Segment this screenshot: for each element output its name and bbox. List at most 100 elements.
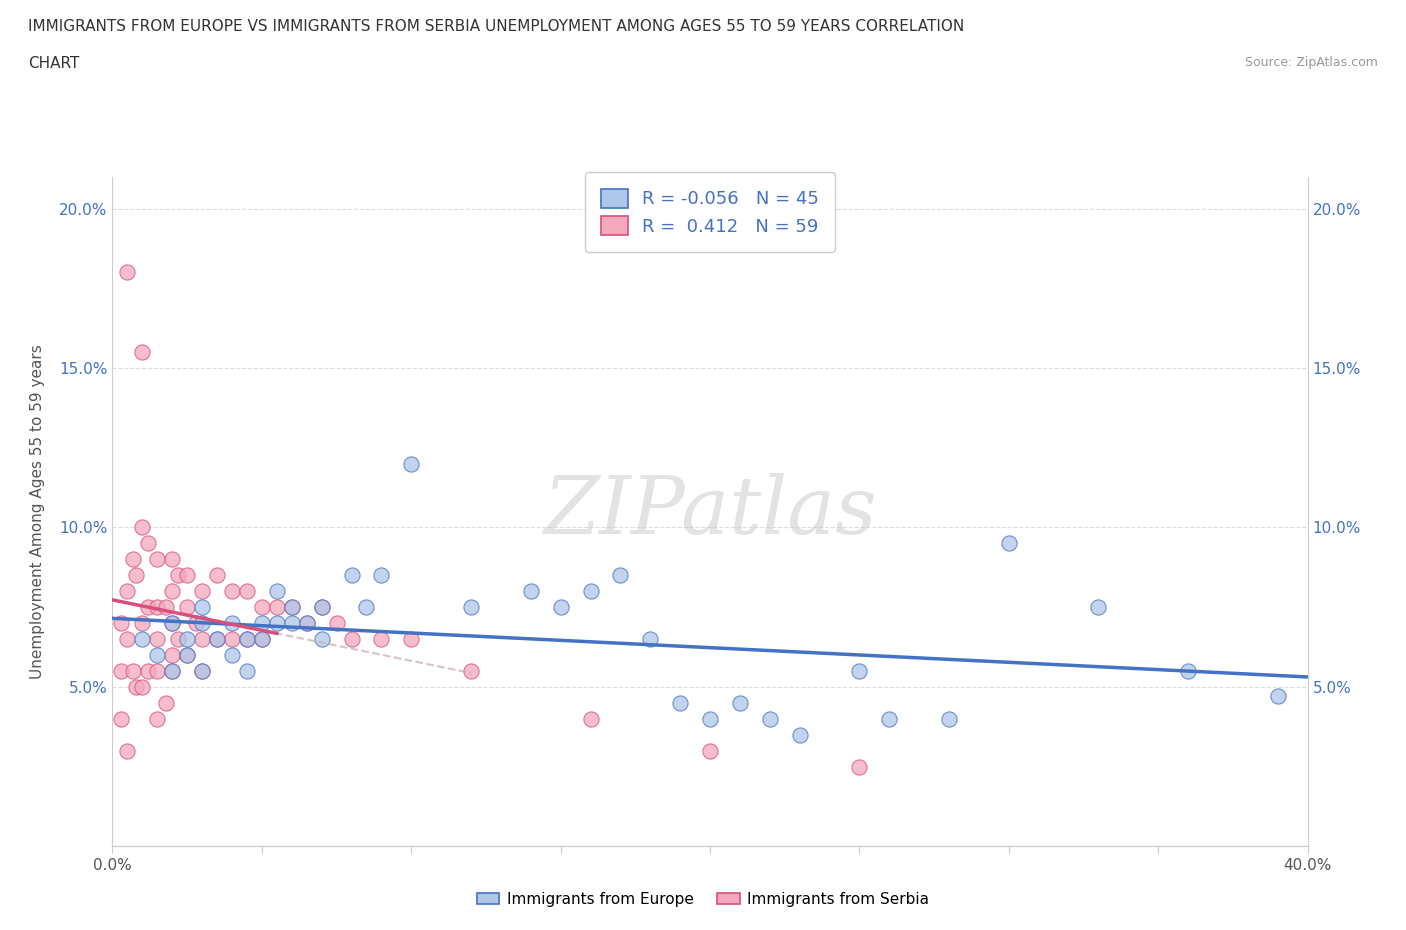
Point — [138, 663, 160, 678]
Point — [146, 631, 169, 646]
Point — [789, 727, 811, 742]
Point — [938, 711, 960, 726]
Point — [250, 600, 273, 615]
Point — [281, 616, 304, 631]
Point — [117, 265, 139, 280]
Point — [311, 600, 333, 615]
Point — [221, 616, 243, 631]
Point — [146, 551, 169, 566]
Text: IMMIGRANTS FROM EUROPE VS IMMIGRANTS FROM SERBIA UNEMPLOYMENT AMONG AGES 55 TO 5: IMMIGRANTS FROM EUROPE VS IMMIGRANTS FRO… — [28, 19, 965, 33]
Point — [759, 711, 782, 726]
Point — [221, 631, 243, 646]
Point — [122, 663, 145, 678]
Point — [250, 616, 273, 631]
Point — [266, 600, 288, 615]
Point — [205, 631, 228, 646]
Point — [266, 584, 288, 599]
Legend: R = -0.056   N = 45, R =  0.412   N = 59: R = -0.056 N = 45, R = 0.412 N = 59 — [585, 172, 835, 252]
Point — [1267, 689, 1289, 704]
Point — [162, 584, 183, 599]
Point — [146, 711, 169, 726]
Point — [460, 663, 482, 678]
Point — [609, 568, 631, 583]
Point — [191, 663, 214, 678]
Point — [579, 711, 602, 726]
Point — [848, 759, 870, 774]
Point — [340, 568, 363, 583]
Point — [131, 616, 153, 631]
Point — [176, 568, 198, 583]
Point — [281, 600, 304, 615]
Point — [699, 711, 721, 726]
Point — [520, 584, 543, 599]
Point — [155, 696, 177, 711]
Legend: Immigrants from Europe, Immigrants from Serbia: Immigrants from Europe, Immigrants from … — [471, 886, 935, 913]
Point — [205, 631, 228, 646]
Text: CHART: CHART — [28, 56, 80, 71]
Point — [401, 457, 423, 472]
Point — [205, 568, 228, 583]
Point — [311, 600, 333, 615]
Point — [110, 711, 132, 726]
Point — [110, 663, 132, 678]
Point — [146, 600, 169, 615]
Point — [117, 743, 139, 758]
Point — [579, 584, 602, 599]
Point — [460, 600, 482, 615]
Point — [340, 631, 363, 646]
Point — [131, 345, 153, 360]
Point — [191, 584, 214, 599]
Point — [138, 536, 160, 551]
Point — [669, 696, 692, 711]
Point — [236, 631, 259, 646]
Point — [117, 631, 139, 646]
Point — [266, 616, 288, 631]
Point — [176, 647, 198, 662]
Point — [176, 600, 198, 615]
Point — [191, 616, 214, 631]
Point — [998, 536, 1021, 551]
Point — [162, 616, 183, 631]
Point — [155, 600, 177, 615]
Point — [162, 663, 183, 678]
Point — [236, 663, 259, 678]
Point — [221, 647, 243, 662]
Point — [176, 647, 198, 662]
Point — [1177, 663, 1199, 678]
Point — [162, 663, 183, 678]
Y-axis label: Unemployment Among Ages 55 to 59 years: Unemployment Among Ages 55 to 59 years — [31, 344, 45, 679]
Point — [162, 616, 183, 631]
Point — [167, 568, 190, 583]
Point — [311, 631, 333, 646]
Point — [162, 647, 183, 662]
Point — [146, 663, 169, 678]
Point — [401, 631, 423, 646]
Point — [728, 696, 751, 711]
Point — [550, 600, 572, 615]
Point — [125, 568, 148, 583]
Text: ZIPatlas: ZIPatlas — [543, 472, 877, 551]
Text: Source: ZipAtlas.com: Source: ZipAtlas.com — [1244, 56, 1378, 69]
Point — [1087, 600, 1109, 615]
Point — [236, 584, 259, 599]
Point — [370, 568, 392, 583]
Point — [131, 631, 153, 646]
Point — [699, 743, 721, 758]
Point — [138, 600, 160, 615]
Point — [877, 711, 901, 726]
Point — [191, 663, 214, 678]
Point — [356, 600, 378, 615]
Point — [122, 551, 145, 566]
Point — [191, 631, 214, 646]
Point — [221, 584, 243, 599]
Point — [167, 631, 190, 646]
Point — [848, 663, 870, 678]
Point — [370, 631, 392, 646]
Point — [125, 680, 148, 695]
Point — [146, 647, 169, 662]
Point — [131, 680, 153, 695]
Point — [250, 631, 273, 646]
Point — [281, 600, 304, 615]
Point — [295, 616, 318, 631]
Point — [250, 631, 273, 646]
